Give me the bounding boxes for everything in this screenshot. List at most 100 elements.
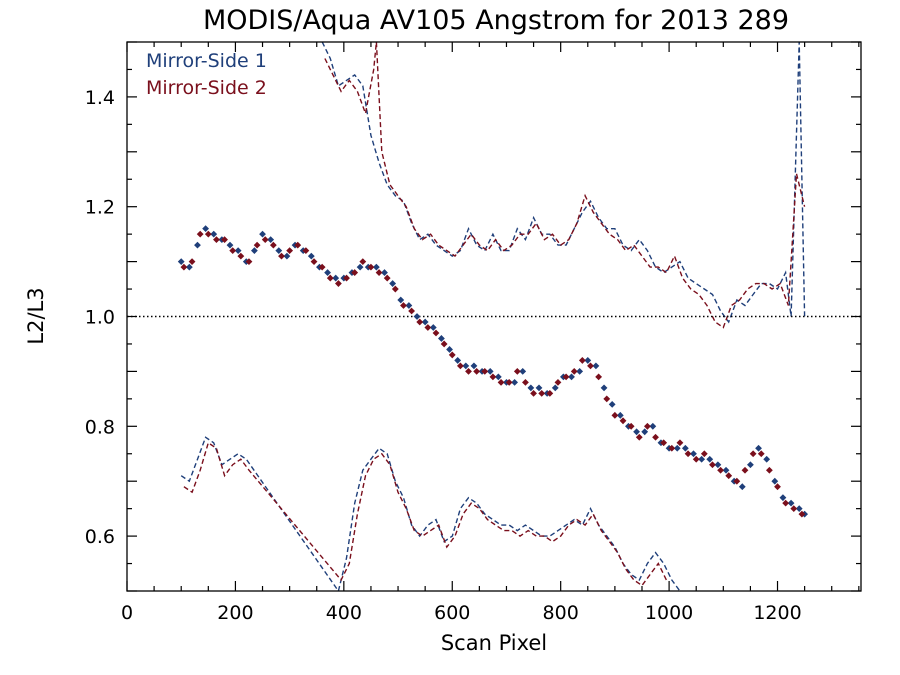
series-2-point — [798, 510, 806, 518]
series-1-point — [307, 252, 315, 260]
series-2-point — [294, 241, 302, 249]
series-1-point — [381, 269, 388, 276]
series-2-point — [505, 378, 513, 386]
legend: Mirror-Side 1 Mirror-Side 2 — [146, 50, 267, 99]
series-2-point — [741, 466, 749, 474]
series-1-point — [405, 302, 413, 309]
series-2-point — [603, 395, 611, 403]
series-1-point — [584, 357, 592, 364]
series-1-point — [494, 373, 502, 381]
series-2-point — [424, 324, 432, 331]
series-2-point — [554, 378, 562, 386]
series-2-point — [245, 258, 253, 265]
series-2-point — [391, 285, 399, 293]
series-1-point — [608, 400, 616, 408]
series-2-upper-bound-line — [324, 42, 806, 329]
series-2-point — [278, 252, 285, 260]
series-1-point — [438, 335, 445, 342]
series-2-point — [408, 307, 416, 315]
series-2-point — [522, 378, 529, 386]
series-2-point — [627, 422, 635, 430]
series-1-point — [177, 258, 185, 265]
series-1-point — [714, 461, 722, 469]
series-1-point — [511, 378, 518, 386]
series-2-point — [652, 433, 659, 441]
plot-frame — [126, 41, 862, 592]
y-axis-ticks: 0.6 0.8 1.0 1.2 1.4 — [85, 41, 861, 592]
series-2-point — [302, 247, 310, 255]
series-2-point — [465, 368, 472, 375]
series-2-point — [668, 444, 676, 452]
series-2-point — [367, 263, 375, 271]
series-1-point — [771, 477, 779, 485]
series-1-point — [673, 444, 681, 452]
y-tick-label: 1.2 — [85, 197, 115, 219]
series-1-point — [649, 422, 657, 430]
series-2-point — [481, 368, 489, 375]
series-2-point — [261, 236, 269, 244]
series-1-point — [389, 280, 397, 287]
series-1-point — [616, 411, 624, 419]
y-tick-label: 0.6 — [85, 526, 115, 548]
series-1-point — [698, 455, 706, 463]
series-2-point — [180, 263, 188, 271]
series-1-point — [576, 368, 584, 375]
series-2-point — [221, 236, 228, 244]
series-2-point — [709, 461, 716, 469]
x-axis-label: Scan Pixel — [441, 631, 547, 655]
y-tick-label: 1.0 — [85, 307, 115, 329]
series-2-point — [513, 368, 521, 375]
series-2-point — [570, 368, 578, 375]
series-1-point — [690, 450, 697, 458]
series-2-point — [456, 362, 464, 370]
series-1-point — [470, 362, 478, 370]
series-1-point — [267, 236, 275, 244]
series-1-point — [429, 324, 437, 331]
x-tick-label: 400 — [326, 602, 362, 624]
series-1-point — [275, 247, 283, 255]
series-2-point — [213, 236, 220, 244]
series-2-point — [562, 373, 570, 381]
series-2-point — [253, 241, 261, 249]
series-2-point — [188, 258, 196, 265]
series-2-point — [725, 472, 733, 480]
confidence-bounds — [180, 42, 806, 591]
series-2-point — [635, 433, 643, 441]
series-2-lower-bound-line — [183, 441, 668, 587]
series-1-point — [356, 263, 364, 271]
series-2-point — [326, 274, 334, 282]
series-1-point — [397, 296, 405, 304]
series-2-point — [375, 269, 383, 276]
legend-entry-mirror-side-1: Mirror-Side 1 — [146, 50, 267, 72]
x-tick-label: 0 — [121, 602, 133, 624]
series-2-point — [619, 417, 627, 425]
series-2-point — [538, 389, 546, 397]
series-2-point — [684, 450, 692, 458]
series-2-point — [351, 269, 359, 276]
series-1-point — [633, 428, 640, 436]
series-1-point — [592, 362, 600, 370]
x-tick-label: 600 — [434, 602, 470, 624]
series-2-point — [335, 280, 342, 287]
series-2-point — [497, 378, 505, 386]
series-1-point — [250, 247, 258, 255]
series-1-point — [600, 384, 608, 392]
series-2-point — [578, 357, 586, 364]
series-1-point — [755, 444, 762, 452]
series-1-point — [551, 384, 559, 392]
series-1-point — [324, 269, 331, 276]
series-2-point — [692, 455, 700, 463]
series-1-point — [568, 373, 575, 381]
series-1-point — [332, 274, 340, 282]
series-2-point — [400, 302, 407, 309]
series-2-point — [440, 340, 448, 348]
series-1-point — [738, 483, 746, 491]
x-tick-label: 1000 — [645, 602, 693, 624]
series-1-point — [795, 505, 803, 513]
series-1-upper-bound-line — [321, 42, 806, 324]
series-2-point — [204, 230, 212, 238]
series-1-point — [421, 318, 429, 326]
series-2-point — [196, 230, 204, 238]
series-2-point — [237, 252, 245, 260]
series-2-point — [717, 466, 724, 474]
